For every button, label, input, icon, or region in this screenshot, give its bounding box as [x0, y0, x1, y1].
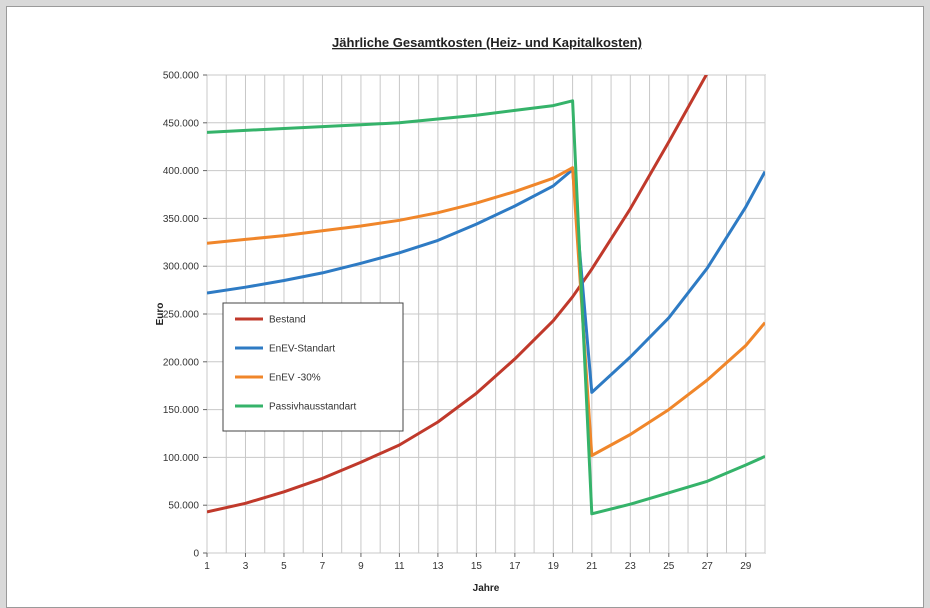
x-tick-label: 11: [394, 561, 405, 572]
series-lines: [207, 75, 765, 516]
series-line-4: [207, 99, 765, 516]
y-tick-label: 250.000: [163, 310, 200, 321]
series-line-1: [207, 75, 708, 514]
x-tick-label: 9: [358, 561, 364, 572]
y-tick-label: 350.000: [163, 214, 200, 225]
chart-title: Jährliche Gesamtkosten (Heiz- und Kapita…: [332, 35, 642, 50]
x-tick-label: 29: [740, 561, 752, 572]
x-axis-label: Jahre: [473, 583, 500, 594]
y-tick-label: 300.000: [163, 262, 200, 273]
legend-entry: EnEV-Standart: [269, 344, 335, 355]
x-tick-label: 7: [320, 561, 326, 572]
legend-entry: Bestand: [269, 315, 306, 326]
y-tick-label: 200.000: [163, 357, 200, 368]
y-axis-label: Euro: [155, 303, 166, 326]
y-axis: 0 50.000 100.000 150.000 200.000 250.000 300.0…: [163, 71, 207, 560]
y-tick-label: 50.000: [168, 501, 199, 512]
series-line-2: [207, 168, 765, 394]
legend-entry: EnEV -30%: [269, 373, 321, 384]
line-chart: Jährliche Gesamtkosten (Heiz- und Kapita…: [155, 35, 766, 594]
x-tick-label: 13: [432, 561, 444, 572]
y-tick-label: 500.000: [163, 71, 200, 82]
legend: Bestand EnEV-Standart EnEV -30% Passivhauss…: [222, 302, 404, 432]
x-tick-label: 23: [625, 561, 637, 572]
y-tick-label: 0: [193, 549, 199, 560]
legend-box: [222, 302, 404, 432]
y-tick-label: 450.000: [163, 118, 200, 129]
x-tick-label: 21: [586, 561, 598, 572]
y-tick-label: 400.000: [163, 166, 200, 177]
x-tick-label: 3: [243, 561, 249, 572]
x-tick-label: 15: [471, 561, 483, 572]
x-tick-label: 17: [509, 561, 521, 572]
x-tick-label: 19: [548, 561, 560, 572]
x-tick-label: 27: [702, 561, 714, 572]
y-tick-label: 150.000: [163, 405, 200, 416]
chart-frame: Jährliche Gesamtkosten (Heiz- und Kapita…: [6, 6, 924, 608]
x-tick-label: 25: [663, 561, 675, 572]
y-tick-label: 100.000: [163, 453, 200, 464]
legend-entry: Passivhausstandart: [269, 402, 356, 413]
x-tick-label: 1: [204, 561, 210, 572]
x-tick-label: 5: [281, 561, 287, 572]
series-line-3: [207, 166, 765, 457]
x-axis: 1 3 5 7 9 11 13 15 17 19 21 23 25 27 29: [204, 553, 752, 572]
